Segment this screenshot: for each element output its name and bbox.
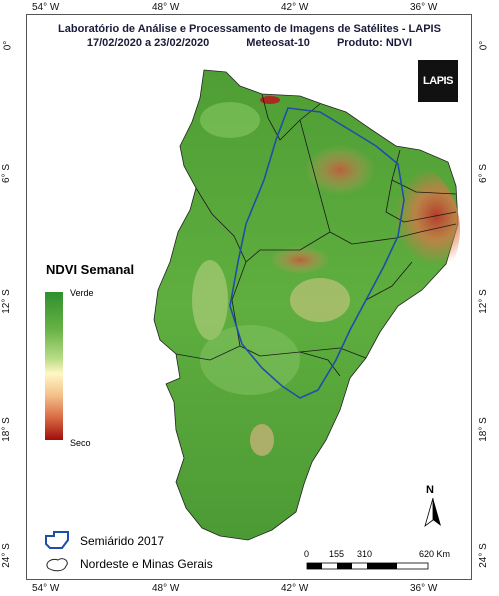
- north-label: N: [426, 484, 434, 496]
- lon-tick-bottom: 36° W: [410, 583, 438, 594]
- dry-area: [260, 96, 280, 104]
- light-area: [200, 325, 300, 395]
- dry-area: [305, 145, 375, 195]
- lapis-logo: LAPIS: [418, 60, 458, 102]
- map-subtitle: 17/02/2020 a 23/02/2020 Meteosat-10 Prod…: [0, 37, 499, 49]
- dry-area: [270, 246, 330, 274]
- region-legend-icon: [46, 558, 68, 572]
- dry-area: [192, 260, 228, 340]
- lon-tick-top: 42° W: [281, 2, 309, 13]
- date-range: 17/02/2020 a 23/02/2020: [86, 37, 210, 49]
- north-arrow-icon: [424, 498, 441, 528]
- lon-tick-top: 36° W: [410, 2, 438, 13]
- legend-low-label: Seco: [70, 438, 91, 448]
- legend-high-label: Verde: [70, 288, 94, 298]
- lon-tick-top: 54° W: [32, 2, 60, 13]
- product-name: Produto: NDVI: [336, 37, 413, 49]
- scale-tick-label: 620 Km: [419, 549, 451, 559]
- semiarid-legend-label: Semiárido 2017: [80, 534, 165, 548]
- ndvi-color-ramp: [45, 292, 63, 440]
- scale-tick-label: 310: [357, 549, 373, 559]
- lon-tick-top: 48° W: [152, 2, 180, 13]
- light-area: [200, 102, 260, 138]
- scale-tick-label: 0: [304, 549, 310, 559]
- legend-title: NDVI Semanal: [46, 262, 135, 277]
- semiarid-legend-icon: [45, 531, 69, 549]
- dry-area: [250, 424, 274, 456]
- lon-tick-bottom: 54° W: [32, 583, 60, 594]
- state-borders: [175, 93, 457, 377]
- satellite-name: Meteosat-10: [246, 37, 310, 49]
- lon-tick-bottom: 42° W: [281, 583, 309, 594]
- map-title: Laboratório de Análise e Processamento d…: [58, 23, 441, 35]
- scale-tick-label: 155: [329, 549, 345, 559]
- semiarid-outline: [229, 107, 405, 399]
- dry-area: [290, 278, 350, 322]
- region-legend-label: Nordeste e Minas Gerais: [80, 557, 213, 571]
- scale-bar: [306, 562, 429, 570]
- dry-area: [340, 160, 460, 300]
- lon-tick-bottom: 48° W: [152, 583, 180, 594]
